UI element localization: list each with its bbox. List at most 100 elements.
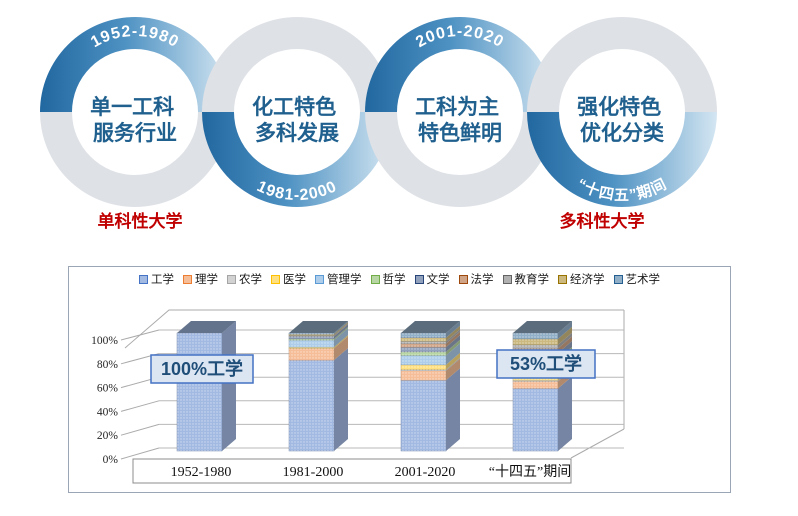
- x-axis-label: 1952-1980: [171, 465, 232, 480]
- ring-gray-half: [527, 17, 717, 112]
- bar-segment-side: [446, 335, 460, 352]
- bar-segment-side: [334, 323, 348, 337]
- bar-top-face: [401, 321, 460, 333]
- bar-group: [288, 321, 348, 452]
- y-tick-label: 0%: [103, 454, 119, 466]
- bar-chart: 0% 20% 40% 60% 80% 100% 1952-1980 1981-2000 2001…: [91, 309, 625, 484]
- legend-item: 哲学: [370, 271, 406, 287]
- bar-segment-side: [334, 321, 348, 335]
- legend-item: 理学: [183, 271, 218, 287]
- timeline-diagram: 1952-1980 单一工科 服务行业 1981-2000 化工特色 多科发展: [40, 17, 717, 231]
- legend-label: 理学: [195, 274, 218, 286]
- ring-center-label: 强化特色 优化分类: [577, 95, 667, 145]
- bar-texture: [289, 333, 334, 451]
- legend-label: 法学: [470, 274, 494, 286]
- chart-panel: 工学 理学 农学 医学 管理学 哲学 文学 法学 教育学 经济学 艺术学 0% 20% 40% 60% 80…: [68, 266, 731, 493]
- annotation-callout: [150, 354, 254, 384]
- legend-label: 艺术学: [625, 274, 661, 286]
- bar-segment-side: [334, 336, 348, 361]
- y-tick-line: [120, 423, 160, 436]
- legend-item: 农学: [227, 271, 262, 287]
- x-axis-label: 1981-2000: [283, 465, 344, 480]
- bar-segment-side: [222, 321, 236, 451]
- wall-edge: [570, 428, 625, 459]
- bar-segment-side: [446, 368, 460, 451]
- legend-swatch: [227, 274, 236, 284]
- legend-label: 农学: [239, 274, 262, 286]
- legend-item: 工学: [139, 271, 174, 287]
- legend-item: 经济学: [558, 271, 605, 287]
- timeline-ring-2: 1981-2000 化工特色 多科发展: [202, 17, 392, 207]
- y-tick-label: 20%: [97, 430, 119, 442]
- bar-segment-side: [334, 322, 348, 336]
- legend-item: 管理学: [315, 271, 362, 287]
- era-annotation-left: 单科性大学: [98, 211, 183, 231]
- axis-label-box: [132, 458, 572, 484]
- legend-item: 教育学: [502, 271, 549, 287]
- legend-swatch: [315, 274, 324, 284]
- bar-segment-side: [446, 325, 460, 342]
- legend-label: 文学: [426, 274, 450, 286]
- bar-segment-side: [446, 357, 460, 371]
- annotation-text: 100%工学: [161, 358, 243, 379]
- bar-top-face: [513, 321, 572, 333]
- legend-label: 工学: [151, 274, 174, 286]
- legend-label: 经济学: [570, 274, 605, 286]
- x-axis-label: “十四五”期间: [489, 464, 571, 480]
- timeline-ring-1: 1952-1980 单一工科 服务行业: [40, 17, 230, 207]
- y-tick-line: [120, 447, 160, 460]
- bar-segment-side: [334, 324, 348, 339]
- timeline-ring-3: 2001-2020 工科为主 特色鲜明: [365, 17, 555, 207]
- ring-blue-arc: [365, 17, 555, 112]
- era-annotation-right: 多科性大学: [560, 211, 645, 231]
- bar-segment-side: [446, 339, 460, 356]
- legend-swatch: [414, 274, 424, 284]
- bar-texture: [177, 333, 222, 451]
- legend-swatch: [271, 274, 280, 284]
- legend-item: 艺术学: [613, 271, 661, 287]
- y-tick-line: [120, 329, 160, 341]
- ring-gray-half: [365, 112, 555, 207]
- ring-gray-half: [40, 112, 230, 207]
- legend-label: 医学: [283, 274, 306, 286]
- chart-legend: 工学 理学 农学 医学 管理学 哲学 文学 法学 教育学 经济学 艺术学: [69, 271, 730, 287]
- bar-segment-side: [334, 348, 348, 451]
- legend-swatch: [183, 274, 192, 284]
- ring-center-label: 工科为主 特色鲜明: [415, 95, 505, 145]
- bar-segment-side: [558, 332, 572, 349]
- y-tick-label: 80%: [97, 359, 119, 371]
- bar-segment-side: [446, 343, 460, 365]
- bar-top-face: [177, 321, 236, 333]
- legend-swatch: [613, 274, 623, 284]
- bar-segment-side: [446, 329, 460, 344]
- ring-center-label: 单一工科 服务行业: [90, 95, 180, 145]
- legend-swatch: [502, 274, 512, 284]
- bar-segment-side: [334, 328, 348, 348]
- y-tick-label: 100%: [91, 335, 118, 347]
- annotation-text: 53%工学: [510, 353, 582, 374]
- legend-swatch: [139, 274, 148, 284]
- legend-swatch: [458, 274, 468, 284]
- y-tick-line: [120, 400, 160, 412]
- bar-group: [512, 321, 572, 452]
- bar-group: [400, 321, 460, 452]
- bar-texture: [401, 333, 446, 451]
- legend-item: 医学: [271, 271, 306, 287]
- legend-item: 法学: [458, 271, 494, 287]
- bar-segment-side: [558, 321, 572, 339]
- ring-blue-arc: [527, 112, 717, 207]
- bar-segment-side: [446, 321, 460, 338]
- bar-segment-side: [334, 335, 348, 349]
- legend-item: 文学: [414, 271, 450, 287]
- bar-group: [176, 321, 236, 452]
- bar-segment-side: [558, 376, 572, 451]
- y-tick-label: 40%: [97, 406, 119, 418]
- ring-center-label: 化工特色 多科发展: [252, 95, 342, 145]
- annotation-callout: [496, 349, 596, 379]
- bar-top-face: [289, 321, 348, 333]
- bar-segment-side: [558, 336, 572, 354]
- x-axis-label: 2001-2020: [395, 465, 456, 480]
- timeline-ring-4: “十四五”期间 强化特色 优化分类: [527, 17, 717, 207]
- legend-label: 管理学: [327, 274, 362, 286]
